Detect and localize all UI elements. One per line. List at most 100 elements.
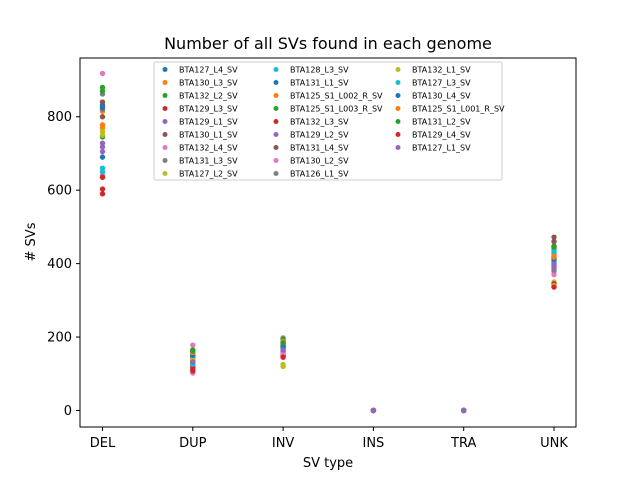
legend-label: BTA127_L4_SV: [179, 66, 238, 75]
data-point: [280, 361, 286, 368]
legend-item: BTA129_L3_SV: [162, 105, 238, 114]
data-point: [99, 99, 106, 105]
legend: BTA127_L4_SV BTA130_L3_SV BTA132_L2_SV BTA1…: [153, 61, 505, 181]
legend-marker: [162, 158, 168, 163]
data-point: [190, 368, 196, 374]
legend-label: BTA132_L4_SV: [179, 144, 238, 153]
legend-label: BTA129_L1_SV: [179, 118, 238, 127]
legend-label: BTA126_L1_SV: [290, 170, 349, 179]
data-point: [99, 114, 106, 120]
legend-marker: [273, 106, 279, 111]
x-tick-label-ins: INS: [362, 436, 384, 451]
legend-marker: [273, 145, 279, 150]
legend-label: BTA128_L3_SV: [290, 66, 349, 75]
y-axis-label: # SVs: [24, 222, 39, 261]
legend-label: BTA130_L1_SV: [179, 131, 238, 140]
legend-label: BTA131_L1_SV: [290, 79, 349, 88]
legend-item: BTA130_L3_SV: [162, 79, 238, 88]
x-axis: DEL DUP INV INS TRA UNK: [90, 427, 568, 451]
legend-label: BTA127_L1_SV: [412, 144, 471, 153]
legend-label: BTA131_L2_SV: [412, 118, 471, 127]
data-point: [99, 144, 106, 150]
legend-marker: [273, 119, 279, 124]
chart-title: Number of all SVs found in each genome: [164, 34, 492, 53]
legend-marker: [395, 106, 401, 111]
legend-label: BTA129_L4_SV: [412, 131, 471, 140]
legend-label: BTA125_S1_L002_R_SV: [290, 92, 383, 101]
data-point: [99, 169, 106, 175]
legend-item: BTA132_L4_SV: [162, 144, 238, 153]
legend-item: BTA127_L1_SV: [395, 144, 471, 153]
legend-item: BTA131_L4_SV: [273, 144, 349, 153]
data-point: [99, 191, 106, 197]
data-point: [99, 186, 106, 192]
legend-label: BTA127_L3_SV: [412, 79, 471, 88]
legend-label: BTA130_L2_SV: [290, 157, 349, 166]
legend-item: BTA125_S1_L002_R_SV: [273, 92, 383, 101]
legend-marker: [395, 119, 401, 124]
x-tick-label-dup: DUP: [179, 436, 207, 451]
data-point: [99, 88, 106, 94]
data-point: [280, 354, 286, 360]
data-point: [461, 407, 467, 414]
legend-label: BTA132_L2_SV: [179, 92, 238, 101]
legend-marker: [162, 171, 168, 176]
legend-marker: [395, 93, 401, 98]
legend-item: BTA127_L2_SV: [162, 170, 238, 179]
legend-item: BTA132_L2_SV: [162, 92, 238, 101]
legend-marker: [162, 80, 168, 85]
legend-box: [153, 61, 503, 181]
y-tick-label: 0: [64, 404, 72, 419]
legend-item: BTA129_L4_SV: [395, 131, 471, 140]
data-point: [99, 122, 106, 128]
legend-item: BTA131_L1_SV: [273, 79, 349, 88]
data-point: [190, 342, 196, 348]
legend-item: BTA131_L3_SV: [162, 157, 238, 166]
legend-marker: [162, 67, 168, 72]
data-point: [99, 128, 106, 135]
legend-label: BTA125_S1_L003_R_SV: [290, 105, 383, 114]
legend-label: BTA132_L3_SV: [290, 118, 349, 127]
legend-item: BTA126_L1_SV: [273, 170, 349, 179]
x-tick-label-unk: UNK: [540, 436, 568, 451]
legend-item: BTA131_L2_SV: [395, 118, 471, 127]
data-point: [280, 347, 286, 353]
data-point: [99, 154, 106, 160]
legend-marker: [395, 145, 401, 150]
legend-marker: [162, 106, 168, 111]
legend-label: BTA131_L4_SV: [290, 144, 349, 153]
legend-label: BTA125_S1_L001_R_SV: [412, 105, 505, 114]
data-point: [551, 254, 557, 260]
legend-marker: [395, 67, 401, 72]
legend-label: BTA130_L3_SV: [179, 79, 238, 88]
x-tick-label-del: DEL: [90, 436, 116, 451]
data-point: [551, 234, 557, 240]
legend-label: BTA129_L3_SV: [179, 105, 238, 114]
legend-item: BTA125_S1_L001_R_SV: [395, 105, 505, 114]
y-tick-label: 400: [47, 257, 72, 272]
legend-item: BTA132_L1_SV: [395, 66, 471, 75]
x-tick-label-tra: TRA: [450, 436, 476, 451]
legend-item: BTA127_L3_SV: [395, 79, 471, 88]
y-axis: 0 200 400 600 800: [47, 110, 80, 419]
legend-marker: [395, 80, 401, 85]
legend-item: BTA130_L2_SV: [273, 157, 349, 166]
y-tick-label: 600: [47, 184, 72, 199]
data-point: [551, 244, 557, 250]
plot-frame: [79, 57, 577, 428]
legend-marker: [273, 67, 279, 72]
data-points: [99, 70, 557, 414]
y-tick-label: 200: [47, 331, 72, 346]
legend-label: BTA127_L2_SV: [179, 170, 238, 179]
legend-marker: [273, 171, 279, 176]
legend-marker: [395, 132, 401, 137]
legend-item: BTA132_L3_SV: [273, 118, 349, 127]
data-point: [99, 148, 106, 155]
legend-item: BTA128_L3_SV: [273, 66, 349, 75]
legend-marker: [273, 158, 279, 163]
data-point: [370, 407, 377, 414]
legend-item: BTA129_L2_SV: [273, 131, 349, 140]
data-point: [551, 238, 557, 245]
legend-label: BTA132_L1_SV: [412, 66, 471, 75]
data-point: [551, 271, 557, 278]
